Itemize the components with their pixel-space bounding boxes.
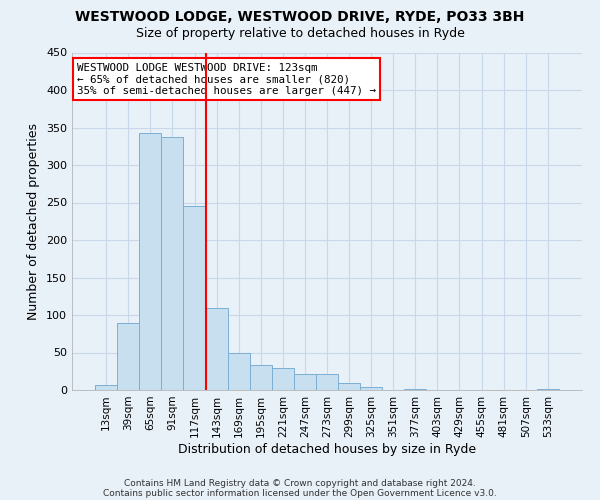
Text: WESTWOOD LODGE, WESTWOOD DRIVE, RYDE, PO33 3BH: WESTWOOD LODGE, WESTWOOD DRIVE, RYDE, PO… (76, 10, 524, 24)
X-axis label: Distribution of detached houses by size in Ryde: Distribution of detached houses by size … (178, 442, 476, 456)
Text: Size of property relative to detached houses in Ryde: Size of property relative to detached ho… (136, 28, 464, 40)
Bar (184, 206, 206, 390)
Bar (404, 389, 427, 390)
Bar (338, 382, 360, 390)
Bar (139, 132, 161, 390)
Bar (227, 353, 250, 390)
Bar (294, 374, 316, 390)
Text: Contains HM Land Registry data © Crown copyright and database right 2024.: Contains HM Land Registry data © Crown c… (124, 478, 476, 488)
Y-axis label: Number of detached properties: Number of detached properties (28, 122, 40, 320)
Bar (537, 389, 559, 390)
Bar (161, 137, 184, 390)
Bar (316, 374, 338, 390)
Text: WESTWOOD LODGE WESTWOOD DRIVE: 123sqm
← 65% of detached houses are smaller (820): WESTWOOD LODGE WESTWOOD DRIVE: 123sqm ← … (77, 62, 376, 96)
Bar (95, 385, 117, 390)
Bar (206, 308, 227, 390)
Bar (360, 387, 382, 390)
Bar (272, 368, 294, 390)
Bar (117, 322, 139, 390)
Text: Contains public sector information licensed under the Open Government Licence v3: Contains public sector information licen… (103, 488, 497, 498)
Bar (250, 365, 272, 390)
